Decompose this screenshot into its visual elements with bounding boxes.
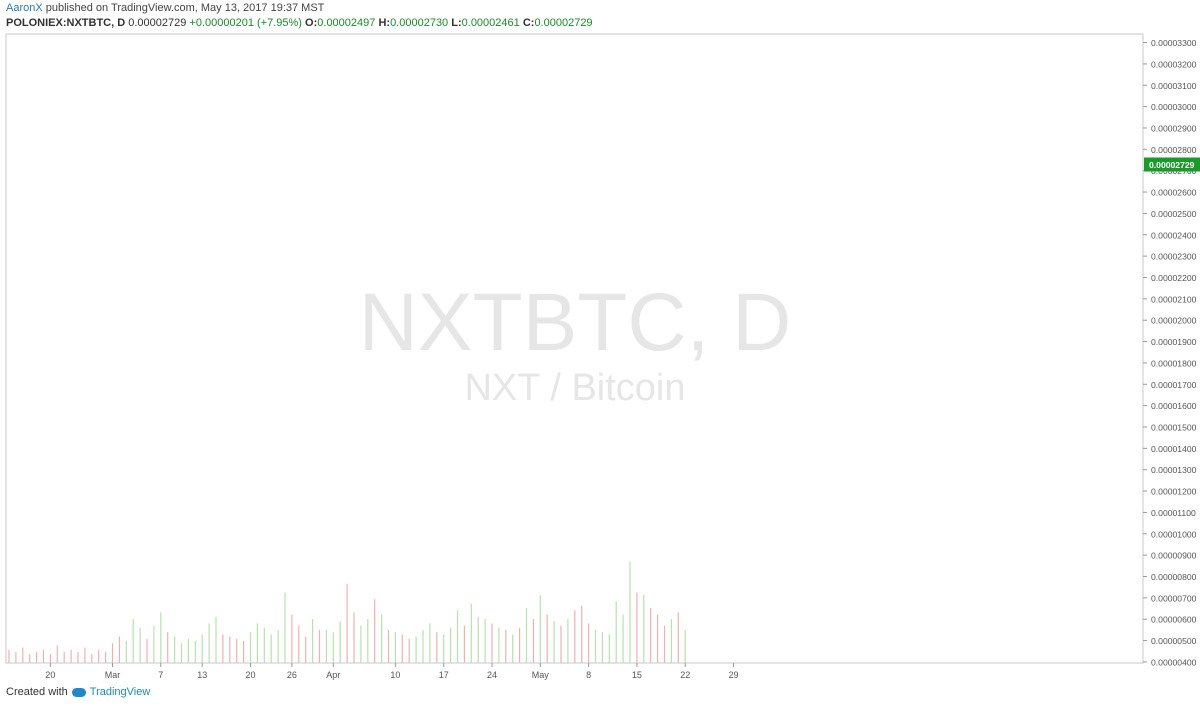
tradingview-logo-icon [71,687,86,697]
watermark-pair: NXT / Bitcoin [464,367,685,409]
y-tick-label: 0.00001600 [1151,401,1197,411]
y-tick-label: 0.00000600 [1151,615,1197,625]
y-tick-label: 0.00000700 [1151,593,1197,603]
low-label: L: [451,17,462,29]
open-value: 0.00002497 [317,17,376,29]
y-tick-label: 0.00002900 [1151,123,1197,133]
high-label: H: [378,17,391,29]
close-value: 0.00002729 [534,17,593,29]
y-tick-label: 0.00003100 [1151,81,1197,91]
y-tick-label: 0.00002300 [1151,252,1197,262]
tradingview-link[interactable]: TradingView [89,686,151,698]
y-tick-label: 0.00001100 [1151,508,1196,518]
y-tick-label: 0.00000800 [1151,572,1197,582]
x-tick-label: Apr [326,670,340,680]
y-tick-label: 0.00002100 [1151,294,1197,304]
byline-text: published on TradingView.com, May 13, 20… [42,2,325,14]
x-tick-label: 20 [45,670,55,680]
x-tick-label: 20 [245,670,255,680]
last-price-label: 0.00002729 [1149,160,1195,170]
chart-header: AaronX published on TradingView.com, May… [0,0,1200,34]
created-with-text: Created with [6,686,68,698]
ohlc-readout: POLONIEX:NXTBTC, D 0.00002729 +0.0000020… [6,17,593,29]
symbol-label: POLONIEX:NXTBTC, D [6,17,126,29]
last-price-tag [1144,157,1200,172]
x-tick-label: 22 [680,670,690,680]
author-link[interactable]: AaronX [6,2,43,14]
y-tick-label: 0.00002500 [1151,209,1197,219]
y-tick-label: 0.00003000 [1151,102,1197,112]
y-tick-label: 0.00001400 [1151,444,1197,454]
watermark-symbol: NXTBTC, D [359,277,792,368]
y-tick-label: 0.00000900 [1151,551,1197,561]
x-tick-label: 13 [197,670,207,680]
y-tick-label: 0.00002000 [1151,316,1197,326]
x-tick-label: 10 [390,670,400,680]
x-tick-label: Mar [105,670,121,680]
x-tick-label: 15 [632,670,642,680]
open-label: O: [305,17,318,29]
y-tick-label: 0.00003200 [1151,59,1197,69]
y-tick-label: 0.00002400 [1151,230,1197,240]
byline: AaronX published on TradingView.com, May… [6,2,324,14]
y-tick-label: 0.00001900 [1151,337,1197,347]
y-tick-label: 0.00002600 [1151,188,1197,198]
last-price: 0.00002729 [128,17,187,29]
x-tick-label: 24 [487,670,497,680]
y-tick-label: 0.00001700 [1151,380,1197,390]
price-change: +0.00000201 (+7.95%) [189,17,302,29]
y-tick-label: 0.00002800 [1151,145,1197,155]
x-tick-label: 7 [158,670,163,680]
y-tick-label: 0.00000500 [1151,636,1197,646]
y-tick-label: 0.00001000 [1151,529,1197,539]
x-tick-label: 8 [586,670,591,680]
x-tick-label: 26 [287,670,297,680]
y-tick-label: 0.00003300 [1151,38,1197,48]
footer: Created with TradingView [6,686,150,698]
y-tick-label: 0.00001200 [1151,487,1197,497]
y-tick-label: 0.00000400 [1151,657,1197,667]
y-tick-label: 0.00002200 [1151,273,1197,283]
x-tick-label: May [532,670,550,680]
x-tick-label: 29 [728,670,738,680]
y-tick-label: 0.00001800 [1151,358,1197,368]
y-tick-label: 0.00001500 [1151,422,1197,432]
high-value: 0.00002730 [390,17,449,29]
y-tick-label: 0.00001300 [1151,465,1197,475]
x-tick-label: 17 [439,670,449,680]
close-label: C: [522,17,535,29]
low-value: 0.00002461 [461,17,520,29]
